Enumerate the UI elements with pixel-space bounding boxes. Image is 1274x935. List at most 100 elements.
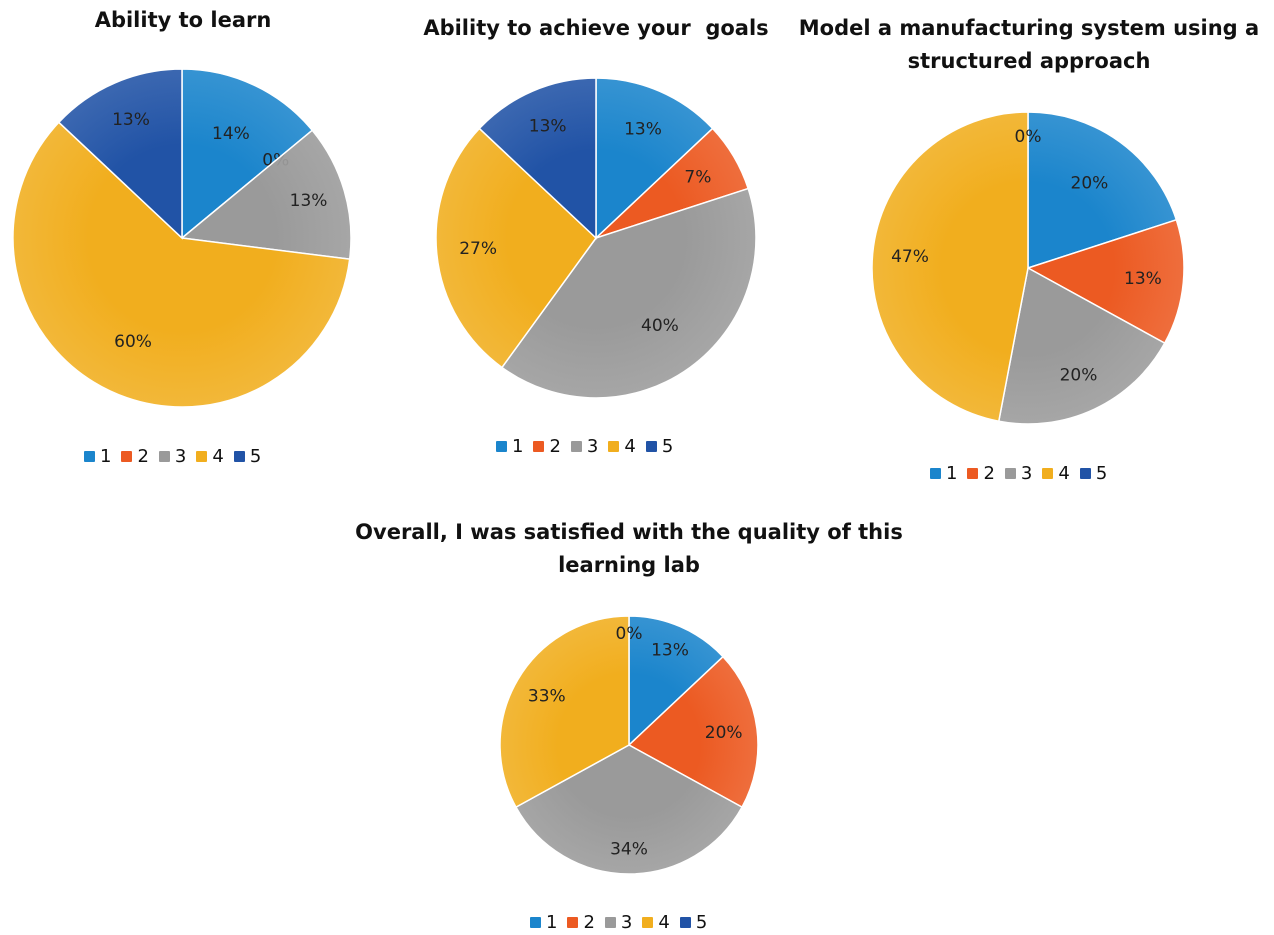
- legend-label: 3: [1020, 463, 1033, 484]
- pie-slice-5: [57, 68, 183, 240]
- legend-swatch: [496, 441, 507, 452]
- data-label: 27%: [459, 239, 497, 259]
- legend-label: 5: [249, 446, 262, 467]
- legend-label: 2: [583, 912, 595, 933]
- pie-slice-4: [871, 111, 1029, 423]
- legend-item-5: 5: [645, 436, 674, 457]
- legend-item-2: 2: [121, 446, 149, 467]
- data-label: 20%: [1060, 365, 1098, 385]
- data-label: 33%: [528, 686, 566, 706]
- legend-swatch: [645, 441, 657, 452]
- legend-swatch: [84, 451, 95, 462]
- legend-item-5: 5: [1079, 463, 1108, 484]
- legend-item-1: 1: [930, 463, 957, 484]
- chart-title-line: Model a manufacturing system using a: [798, 16, 1260, 40]
- chart-title: Overall, I was satisfied with the qualit…: [340, 516, 918, 582]
- data-label: 14%: [212, 124, 250, 144]
- legend-label: 2: [983, 463, 995, 484]
- pie-slice-1: [595, 77, 714, 240]
- legend-swatch: [533, 441, 545, 452]
- data-label: 13%: [290, 191, 328, 211]
- legend-swatch: [930, 468, 941, 479]
- data-label: 0%: [1015, 127, 1042, 147]
- pie-slice-3: [997, 266, 1166, 425]
- legend-label: 1: [512, 436, 524, 457]
- legend-label: 4: [624, 436, 636, 457]
- legend-label: 3: [174, 446, 187, 467]
- legend-swatch: [1079, 468, 1091, 479]
- legend-label: 1: [546, 912, 558, 933]
- chart-legend: 1 2 3 4 5: [496, 436, 673, 457]
- legend-swatch: [196, 451, 208, 462]
- legend-item-3: 3: [604, 912, 633, 933]
- legend-swatch: [604, 917, 616, 928]
- chart-legend: 1 2 3 4 5: [930, 463, 1107, 484]
- legend-item-3: 3: [570, 436, 599, 457]
- legend-swatch: [570, 441, 582, 452]
- legend-item-4: 4: [608, 436, 636, 457]
- pie-slice-4: [12, 121, 351, 408]
- pie-slice-1: [1027, 111, 1178, 270]
- pie-slice-2: [1026, 218, 1185, 345]
- pie-slice-4: [435, 127, 597, 369]
- data-label: 20%: [705, 723, 743, 743]
- legend-label: 4: [658, 912, 670, 933]
- legend-item-4: 4: [196, 446, 224, 467]
- data-label: 34%: [610, 839, 648, 859]
- data-label: 20%: [1071, 173, 1109, 193]
- chart-title: Ability to learn: [94, 8, 272, 32]
- data-label: 47%: [891, 247, 929, 267]
- legend-swatch: [121, 451, 133, 462]
- legend-swatch: [530, 917, 541, 928]
- data-label: 13%: [529, 116, 567, 136]
- legend-swatch: [567, 917, 579, 928]
- legend-swatch: [608, 441, 620, 452]
- chart-title: Ability to achieve your goals: [423, 16, 769, 40]
- data-label: 0%: [262, 150, 289, 170]
- pie-slice-3: [500, 187, 757, 399]
- chart-legend: 1 2 3 4 5: [84, 446, 261, 467]
- legend-label: 3: [586, 436, 599, 457]
- pie-slice-3: [180, 129, 352, 261]
- legend-swatch: [967, 468, 979, 479]
- legend-item-3: 3: [1004, 463, 1033, 484]
- pie-slice-3: [514, 744, 744, 875]
- data-label: 13%: [1124, 269, 1162, 289]
- pie-slice-2: [627, 655, 759, 809]
- data-label: 13%: [624, 119, 662, 139]
- legend-swatch: [158, 451, 170, 462]
- legend-label: 1: [946, 463, 958, 484]
- legend-label: 4: [212, 446, 224, 467]
- legend-label: 5: [661, 436, 674, 457]
- legend-label: 4: [1058, 463, 1070, 484]
- legend-item-5: 5: [679, 912, 707, 933]
- legend-item-1: 1: [84, 446, 111, 467]
- legend-label: 2: [549, 436, 561, 457]
- chart-legend: 1 2 3 4 5: [530, 912, 707, 933]
- legend-item-5: 5: [233, 446, 262, 467]
- legend-item-1: 1: [496, 436, 523, 457]
- legend-swatch: [679, 917, 691, 928]
- legend-item-2: 2: [567, 912, 595, 933]
- data-label: 40%: [641, 316, 679, 336]
- data-label: 13%: [112, 110, 150, 130]
- pie-slice-4: [499, 615, 630, 809]
- chart-title-line: structured approach: [907, 49, 1151, 73]
- legend-label: 5: [1095, 463, 1108, 484]
- pie-slice-2: [595, 127, 750, 239]
- legend-item-4: 4: [1042, 463, 1070, 484]
- legend-swatch: [642, 917, 654, 928]
- legend-label: 3: [620, 912, 633, 933]
- pie-slice-1: [181, 68, 314, 240]
- legend-swatch: [1004, 468, 1016, 479]
- chart-title: Model a manufacturing system using a str…: [790, 12, 1268, 78]
- legend-label: 2: [137, 446, 149, 467]
- legend-label: 1: [100, 446, 112, 467]
- legend-item-4: 4: [642, 912, 670, 933]
- data-label: 7%: [684, 168, 711, 188]
- chart-title-line: Overall, I was satisfied with the qualit…: [355, 520, 903, 544]
- pie-slice-5: [478, 77, 597, 240]
- legend-item-2: 2: [967, 463, 995, 484]
- chart-title-line: learning lab: [558, 553, 700, 577]
- data-label: 13%: [651, 640, 689, 660]
